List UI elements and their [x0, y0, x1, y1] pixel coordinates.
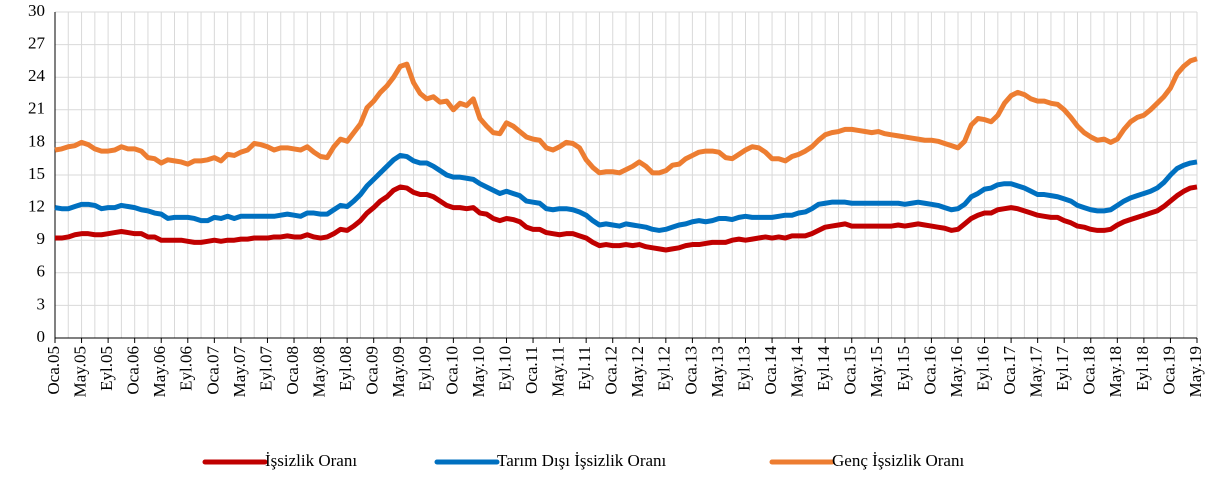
y-tick-label: 27: [28, 34, 46, 53]
x-tick-label: May.08: [309, 346, 328, 397]
x-tick-label: Oca.07: [203, 346, 222, 395]
x-tick-label: May.18: [1106, 346, 1125, 397]
x-tick-label: May.05: [70, 346, 89, 397]
x-tick-label: Eyl.15: [894, 346, 913, 391]
x-tick-label: Oca.16: [920, 346, 939, 395]
x-tick-label: May.16: [947, 346, 966, 397]
series-line: [54, 152, 1198, 233]
y-tick-label: 0: [37, 327, 46, 346]
x-tick-label: May.09: [389, 346, 408, 397]
x-tick-label: Oca.06: [124, 346, 143, 395]
x-tick-label: Eyl.12: [655, 346, 674, 391]
x-tick-label: Oca.08: [283, 346, 302, 395]
y-tick-label: 21: [28, 99, 45, 118]
series-line: [55, 184, 1198, 253]
x-tick-label: May.07: [230, 346, 249, 398]
x-tick-label: Eyl.06: [177, 346, 196, 391]
x-tick-label: Oca.11: [522, 346, 541, 394]
legend-label: Tarım Dışı İşsizlik Oranı: [497, 451, 667, 470]
x-tick-label: Oca.10: [442, 346, 461, 395]
y-tick-label: 9: [37, 229, 46, 248]
x-tick-label: Eyl.13: [734, 346, 753, 391]
y-tick-label: 18: [28, 131, 45, 150]
x-tick-label: May.10: [469, 346, 488, 397]
x-tick-label: May.14: [788, 346, 807, 398]
x-tick-label: Eyl.05: [97, 346, 116, 391]
x-tick-label: Eyl.11: [575, 346, 594, 390]
y-tick-label: 24: [28, 66, 46, 85]
x-tick-label: Oca.05: [44, 346, 63, 395]
y-tick-label: 15: [28, 164, 45, 183]
x-tick-label: May.11: [549, 346, 568, 397]
x-tick-label: Eyl.09: [416, 346, 435, 391]
x-tick-label: Eyl.18: [1133, 346, 1152, 391]
legend-label: Genç İşsizlik Oranı: [832, 451, 964, 470]
x-tick-label: May.17: [1027, 346, 1046, 398]
x-tick-label: Oca.13: [681, 346, 700, 395]
y-tick-label: 3: [37, 294, 46, 313]
x-tick-label: May.13: [708, 346, 727, 397]
x-tick-label: Eyl.17: [1053, 346, 1072, 391]
x-tick-label: May.06: [150, 346, 169, 397]
x-tick-label: Oca.17: [1000, 346, 1019, 395]
x-tick-label: Eyl.10: [495, 346, 514, 391]
x-tick-label: Oca.15: [841, 346, 860, 395]
x-tick-label: Eyl.07: [256, 346, 275, 391]
x-tick-label: Eyl.16: [973, 346, 992, 391]
x-tick-label: Oca.09: [363, 346, 382, 395]
x-tick-label: May.19: [1186, 346, 1205, 397]
y-tick-label: 12: [28, 197, 45, 216]
x-tick-label: Oca.18: [1080, 346, 1099, 395]
y-tick-label: 30: [28, 1, 45, 20]
x-tick-label: Oca.12: [602, 346, 621, 395]
legend-label: İşsizlik Oranı: [265, 451, 357, 470]
x-tick-label: May.12: [628, 346, 647, 397]
x-tick-label: Oca.19: [1159, 346, 1178, 395]
x-tick-label: Oca.14: [761, 346, 780, 395]
x-tick-label: May.15: [867, 346, 886, 397]
x-tick-label: Eyl.14: [814, 346, 833, 391]
x-tick-label: Eyl.08: [336, 346, 355, 391]
series-line: [54, 56, 1198, 176]
y-tick-label: 6: [37, 262, 46, 281]
